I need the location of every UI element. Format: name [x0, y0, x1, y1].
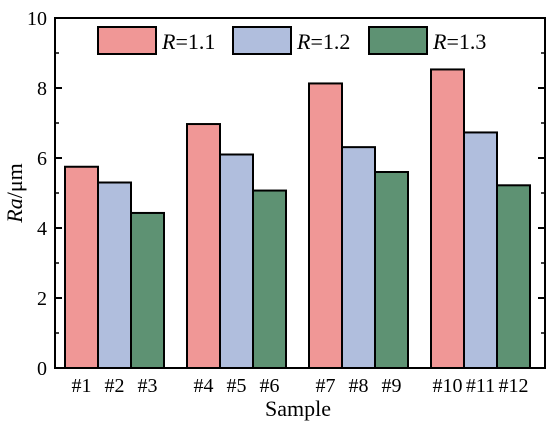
legend-label: R=1.2 — [296, 29, 350, 54]
y-tick-label: 0 — [37, 358, 47, 380]
y-tick-label: 10 — [27, 8, 47, 30]
bar-sample-4 — [186, 123, 221, 369]
x-tick-label: #8 — [349, 375, 369, 397]
legend-swatch — [97, 26, 157, 55]
bar-sample-9 — [374, 171, 409, 369]
bar-sample-1 — [64, 165, 99, 369]
bar-sample-6 — [252, 189, 287, 369]
x-tick-label: #10 — [433, 375, 463, 397]
x-tick-label: #9 — [382, 375, 402, 397]
bar-sample-12 — [496, 184, 531, 369]
bar-sample-2 — [97, 181, 132, 369]
bar-sample-10 — [430, 68, 465, 369]
bar-sample-11 — [463, 131, 498, 369]
x-tick-label: #5 — [227, 375, 247, 397]
y-tick-label: 4 — [37, 218, 47, 240]
legend: R=1.1 R=1.2 R=1.3 — [97, 26, 486, 55]
x-tick-label: #12 — [499, 375, 529, 397]
x-tick-label: #4 — [194, 375, 214, 397]
legend-swatch — [232, 26, 292, 55]
x-tick-label: #7 — [316, 375, 336, 397]
y-tick-label: 8 — [37, 78, 47, 100]
legend-label: R=1.3 — [432, 29, 486, 54]
y-tick-label: 2 — [37, 288, 47, 310]
bar-sample-8 — [341, 146, 376, 369]
y-axis-title: Ra/μm — [2, 163, 27, 223]
y-tick-label: 6 — [37, 148, 47, 170]
x-tick-label: #3 — [138, 375, 158, 397]
x-tick-label: #2 — [105, 375, 125, 397]
bar-sample-7 — [308, 82, 343, 369]
bar-sample-5 — [219, 153, 254, 369]
x-tick-label: #1 — [72, 375, 92, 397]
bar-sample-3 — [130, 211, 165, 369]
legend-label: R=1.1 — [161, 29, 215, 54]
x-tick-label: #11 — [466, 375, 495, 397]
legend-swatch — [368, 26, 428, 55]
bars-layer — [64, 68, 531, 369]
x-axis-title: Sample — [265, 396, 331, 421]
x-tick-label: #6 — [260, 375, 280, 397]
axis-ticks: 0 2 4 6 8 10 #1 #2 #3 #4 #5 #6 #7 #8 #9 #10 #11 #12 — [27, 8, 545, 397]
